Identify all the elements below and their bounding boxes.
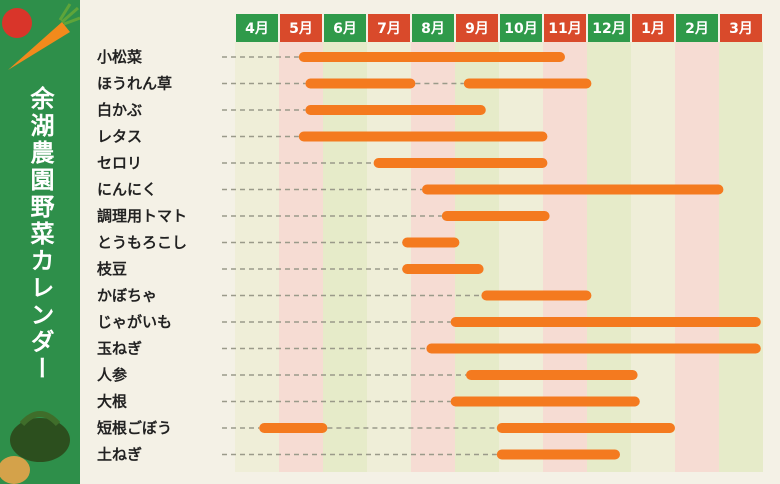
harvest-period-bar (402, 237, 460, 248)
month-column-bg (543, 42, 587, 472)
month-header-cell (324, 14, 366, 42)
month-label: 2月 (685, 21, 709, 37)
month-column-bg (631, 42, 675, 472)
month-header-cell (368, 14, 410, 42)
vegetable-label: 玉ねぎ (97, 340, 142, 358)
month-label: 7月 (377, 21, 401, 37)
month-label: 4月 (245, 21, 269, 37)
month-header-cell (720, 14, 762, 42)
month-header-cell (236, 14, 278, 42)
month-column-bg (499, 42, 543, 472)
month-label: 3月 (729, 21, 753, 37)
harvest-period-bar (426, 343, 761, 354)
vegetable-label: 大根 (97, 393, 127, 411)
harvest-period-bar (481, 290, 592, 301)
harvest-period-bar (305, 78, 416, 89)
vegetable-label: じゃがいも (97, 313, 172, 331)
tomato-icon (2, 8, 32, 38)
onion-icon (0, 456, 30, 484)
harvest-period-bar (402, 264, 484, 274)
harvest-period-bar (450, 396, 640, 407)
carrot-leaves-icon (58, 3, 80, 26)
harvest-period-bar (463, 78, 592, 89)
month-label: 9月 (465, 21, 489, 37)
harvest-period-bar (496, 423, 675, 433)
month-label: 5月 (289, 21, 313, 37)
vegetable-label: にんにく (97, 181, 157, 199)
month-header-cell (544, 14, 586, 42)
vegetable-rows: 小松菜ほうれん草白かぶレタスセロリにんにく調理用トマトとうもろこし枝豆かぼちゃじ… (97, 48, 761, 464)
harvest-period-bar (422, 184, 724, 195)
month-label: 12月 (592, 21, 625, 37)
month-header-cell (500, 14, 542, 42)
vegetable-label: 土ねぎ (97, 446, 142, 464)
harvest-period-bar (305, 105, 486, 115)
month-header-cell (412, 14, 454, 42)
vegetable-label: レタス (97, 128, 142, 146)
month-header-cell (588, 14, 630, 42)
vegetable-label: 白かぶ (97, 101, 142, 119)
vegetable-label: とうもろこし (97, 234, 187, 252)
harvest-period-bar (298, 131, 548, 142)
month-header-cell (676, 14, 718, 42)
harvest-period-bar (466, 370, 638, 380)
carrot-icon (8, 22, 70, 70)
vegetable-label: 枝豆 (97, 260, 127, 278)
harvest-period-bar (259, 423, 328, 433)
month-label: 8月 (421, 21, 445, 37)
harvest-period-bar (298, 52, 565, 62)
harvest-period-bar (441, 211, 550, 221)
month-column-bg (675, 42, 719, 472)
vegetable-label: 短根ごぼう (97, 419, 172, 437)
vegetable-label: セロリ (97, 154, 142, 172)
month-label: 10月 (504, 21, 537, 37)
month-column-bg (719, 42, 763, 472)
vegetable-label: かぼちゃ (97, 287, 157, 305)
month-label: 11月 (548, 21, 581, 37)
month-header-cell (632, 14, 674, 42)
page-title: 余湖農園野菜カレンダー (26, 86, 54, 383)
vegetable-label: 人参 (97, 366, 128, 384)
month-label: 6月 (333, 21, 357, 37)
vegetable-label: 小松菜 (97, 48, 142, 66)
decor-vegetables (0, 3, 80, 484)
harvest-period-bar (373, 158, 548, 168)
harvest-period-bar (496, 449, 620, 460)
pepper-stem-icon (19, 411, 61, 427)
month-column-bg (235, 42, 279, 472)
month-header-cell (456, 14, 498, 42)
vegetable-label: ほうれん草 (97, 75, 172, 93)
sidebar-panel: 余湖農園野菜カレンダー (0, 0, 80, 484)
month-header-row: 4月 5月 6月 7月 8月 9月 10月 11月 12月 1月 2月 3月 (236, 14, 762, 42)
pepper-icon (10, 418, 70, 462)
month-label: 1月 (641, 21, 665, 37)
vegetable-label: 調理用トマト (97, 207, 187, 225)
month-column-bg (587, 42, 631, 472)
harvest-period-bar (450, 317, 761, 327)
month-header-cell (280, 14, 322, 42)
